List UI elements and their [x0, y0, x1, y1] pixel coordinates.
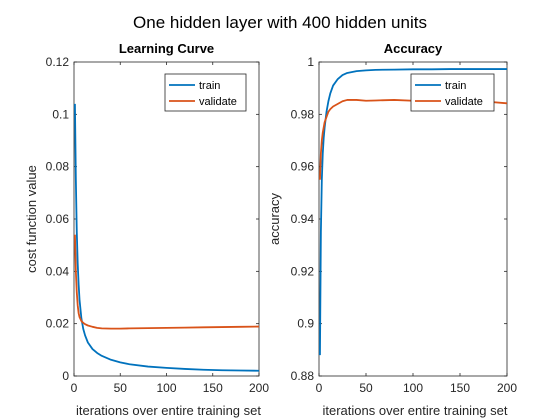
- y-tick-label: 0.88: [291, 369, 315, 383]
- legend-box: [164, 73, 247, 112]
- figure-title: One hidden layer with 400 hidden units: [133, 13, 427, 32]
- chart-title: Accuracy: [384, 41, 443, 56]
- accuracy-chart: Accuracy 0 50 100 150 200 0.88 0.9 0.92 0.94 0.96 0…: [267, 41, 517, 418]
- learning-curve-chart: Learning Curve 0 50 100 150 200 0 0.02 0.04 0.06 0…: [24, 41, 269, 418]
- legend-label-train: train: [199, 80, 220, 92]
- x-tick-label: 150: [203, 381, 223, 395]
- y-tick-label: 0.12: [46, 55, 70, 69]
- y-tick-label: 0.98: [291, 107, 315, 121]
- y-axis-label: cost function value: [24, 165, 39, 273]
- x-axis-label: iterations over entire training set: [323, 403, 508, 418]
- plot-area: [73, 61, 260, 377]
- series-line-train: [319, 68, 507, 356]
- x-tick-label: 0: [316, 381, 323, 395]
- x-tick-label: 0: [71, 381, 78, 395]
- legend: train validate: [410, 73, 495, 112]
- y-tick-label: 0.92: [291, 264, 315, 278]
- y-tick-label: 0.04: [46, 264, 70, 278]
- x-tick-label: 50: [114, 381, 128, 395]
- legend-box: [410, 73, 495, 112]
- y-tick-label: 0.08: [46, 160, 70, 174]
- x-tick-label: 200: [497, 381, 517, 395]
- series-line-validate: [74, 234, 259, 330]
- chart-title: Learning Curve: [119, 41, 214, 56]
- y-tick-label: 0.9: [297, 317, 314, 331]
- plot-area: [318, 61, 508, 377]
- y-tick-label: 1: [307, 55, 314, 69]
- x-tick-label: 150: [450, 381, 470, 395]
- legend-label-validate: validate: [199, 96, 237, 108]
- legend-label-train: train: [445, 80, 466, 92]
- y-tick-label: 0.1: [52, 107, 69, 121]
- series-line-train: [74, 103, 259, 372]
- x-tick-label: 50: [359, 381, 373, 395]
- x-tick-label: 100: [403, 381, 423, 395]
- y-tick-label: 0.94: [291, 212, 315, 226]
- y-tick-label: 0.02: [46, 317, 70, 331]
- legend-label-validate: validate: [445, 96, 483, 108]
- y-tick-label: 0.06: [46, 212, 70, 226]
- y-axis-label: accuracy: [267, 192, 282, 245]
- y-tick-label: 0: [62, 369, 69, 383]
- x-axis-label: iterations over entire training set: [76, 403, 261, 418]
- x-tick-label: 100: [156, 381, 176, 395]
- y-tick-label: 0.96: [291, 160, 315, 174]
- x-tick-label: 200: [249, 381, 269, 395]
- legend: train validate: [164, 73, 247, 112]
